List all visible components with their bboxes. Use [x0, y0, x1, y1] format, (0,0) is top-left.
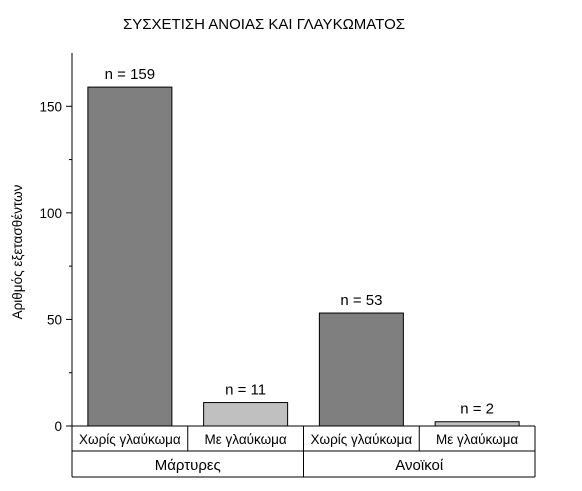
bars — [87, 86, 520, 427]
category-label: Χωρίς γλαύκωμα — [79, 432, 181, 447]
y-axis-label: Αριθμός εξετασθέντων — [10, 184, 25, 319]
category-label: Με γλαύκωμα — [436, 432, 518, 447]
data-labels: n = 159 n = 11 n = 53 n = 2 — [105, 66, 494, 418]
bar — [434, 421, 520, 427]
data-label: n = 159 — [105, 66, 155, 83]
category-table: Χωρίς γλαύκωμα Με γλαύκωμα Χωρίς γλαύκωμα Μ… — [71, 425, 536, 478]
data-label: n = 11 — [225, 382, 266, 399]
y-tick-label: 0 — [54, 419, 62, 434]
category-label: Με γλαύκωμα — [205, 432, 287, 447]
bar — [87, 86, 173, 427]
y-ticks: 0 50 100 150 — [39, 99, 72, 434]
y-tick-label: 100 — [39, 206, 62, 221]
bar — [318, 312, 404, 427]
category-label: Χωρίς γλαύκωμα — [311, 432, 413, 447]
group-label: Μάρτυρες — [155, 457, 221, 474]
bar — [203, 402, 289, 427]
data-label: n = 2 — [460, 401, 494, 418]
data-label: n = 53 — [340, 292, 382, 309]
y-tick-label: 150 — [39, 99, 62, 114]
y-tick-label: 50 — [47, 312, 62, 327]
group-label: Ανοϊκοί — [395, 457, 444, 474]
chart-title: ΣΥΣΧΕΤΙΣΗ ΑΝΟΙΑΣ ΚΑΙ ΓΛΑΥΚΩΜΑΤΟΣ — [123, 16, 405, 33]
